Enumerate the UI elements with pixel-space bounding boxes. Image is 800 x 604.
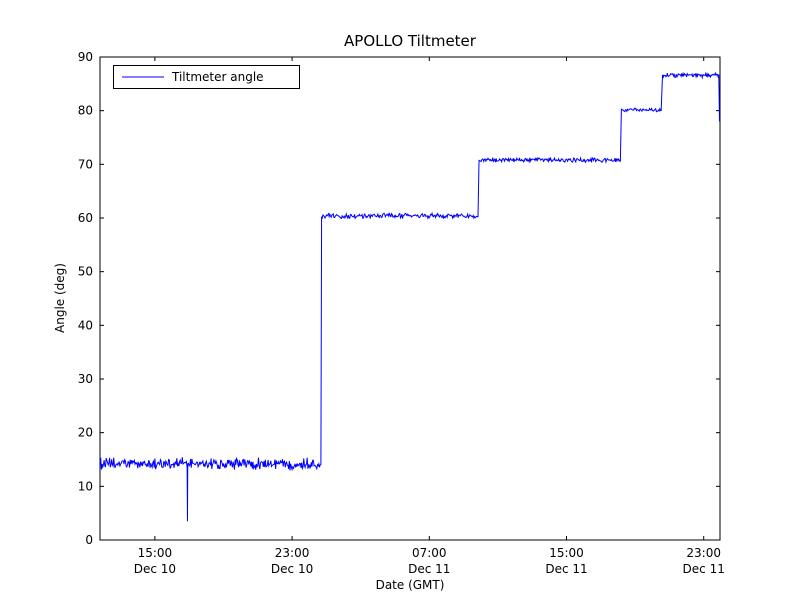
x-tick-label: Dec 11 xyxy=(408,562,450,576)
y-tick-label: 60 xyxy=(78,211,93,225)
y-tick-label: 40 xyxy=(78,318,93,332)
x-tick-label: 15:00 xyxy=(549,546,584,560)
chart-title: APOLLO Tiltmeter xyxy=(344,32,477,50)
x-tick-label: 07:00 xyxy=(412,546,447,560)
x-axis-label: Date (GMT) xyxy=(376,578,445,592)
y-tick-label: 20 xyxy=(78,426,93,440)
x-tick-label: Dec 10 xyxy=(271,562,313,576)
legend-label: Tiltmeter angle xyxy=(171,70,264,84)
y-tick-label: 30 xyxy=(78,372,93,386)
y-tick-label: 10 xyxy=(78,479,93,493)
x-tick-label: Dec 10 xyxy=(134,562,176,576)
plot-frame xyxy=(99,56,721,541)
y-axis-label: Angle (deg) xyxy=(53,263,67,333)
y-tick-label: 80 xyxy=(78,104,93,118)
y-tick-label: 90 xyxy=(78,50,93,64)
series-line xyxy=(100,71,720,522)
legend: Tiltmeter angle xyxy=(113,65,300,89)
axis-ticks: 15:00 Dec 10 23:00 Dec 10 07:00 Dec 11 15:00 De… xyxy=(78,50,725,576)
y-tick-label: 70 xyxy=(78,157,93,171)
legend-box xyxy=(113,65,300,89)
y-tick-label: 50 xyxy=(78,265,93,279)
x-tick-label: 23:00 xyxy=(686,546,721,560)
x-tick-label: 15:00 xyxy=(138,546,173,560)
y-tick-label: 0 xyxy=(85,533,93,547)
x-tick-label: Dec 11 xyxy=(545,562,587,576)
x-tick-label: 23:00 xyxy=(275,546,310,560)
x-tick-label: Dec 11 xyxy=(683,562,725,576)
